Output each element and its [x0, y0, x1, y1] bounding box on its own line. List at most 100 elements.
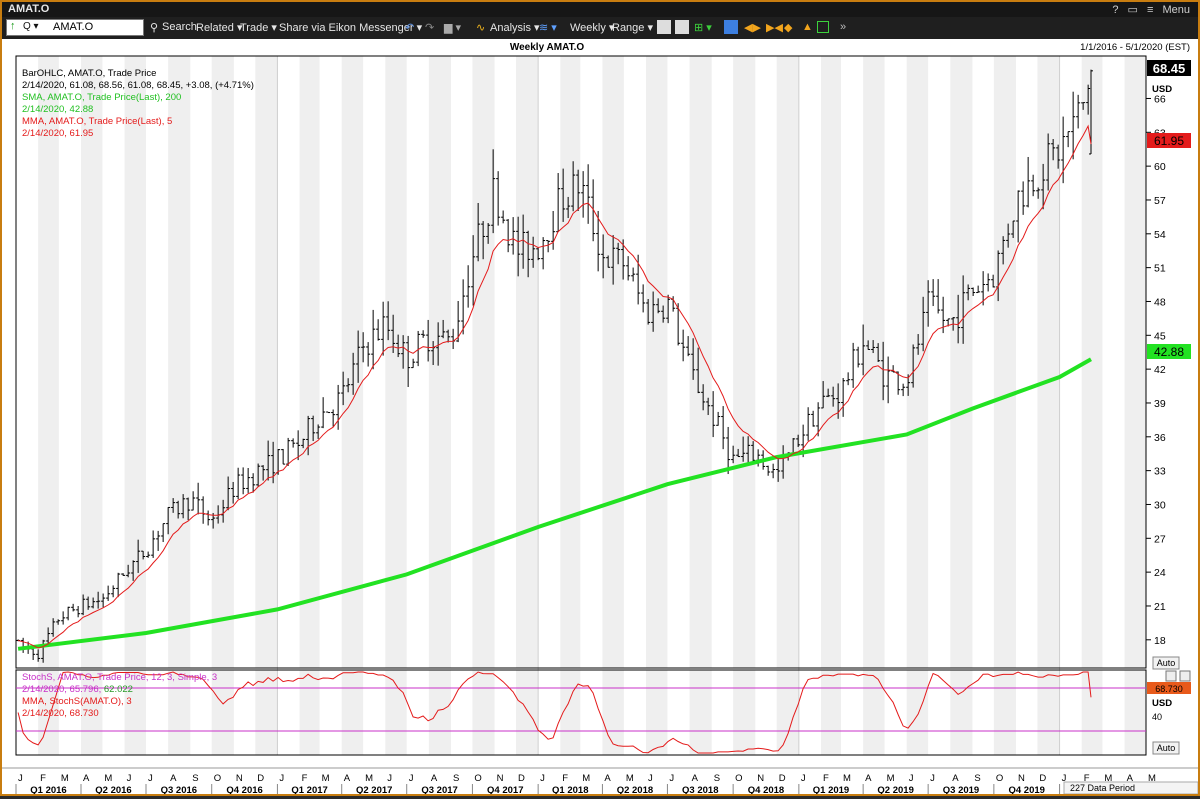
ohlc-bar	[691, 338, 696, 380]
menu-label[interactable]: Menu	[1162, 4, 1190, 16]
share-button[interactable]: Share via Eikon Messenger ▾	[279, 22, 423, 34]
ohlc-bar	[241, 467, 246, 495]
analysis-button[interactable]: Analysis ▾	[490, 22, 540, 34]
price-tick-label: 39	[1154, 398, 1166, 410]
search-icon[interactable]: ⚲	[150, 22, 159, 34]
undo-icon[interactable]: ↶	[405, 22, 415, 34]
scroll-left-icon[interactable]: ◀▶	[744, 22, 761, 34]
ohlc-bar	[621, 239, 626, 280]
month-band	[1081, 56, 1103, 668]
analysis-icon[interactable]: ∿	[476, 22, 486, 34]
line-chart-icon[interactable]	[657, 20, 671, 34]
ohlc-bar	[306, 415, 311, 456]
zoom-in-icon[interactable]: ▶◀	[766, 22, 783, 34]
month-label: M	[887, 773, 895, 784]
ohlc-bar	[111, 585, 116, 598]
menu-icon[interactable]: ≡	[1146, 4, 1154, 16]
month-band	[428, 56, 451, 668]
ohlc-bar	[501, 210, 506, 224]
month-label: J	[18, 773, 23, 784]
month-band-lower	[428, 670, 451, 755]
folder-icon[interactable]: ▆ ▾	[444, 22, 462, 34]
quarter-label: Q1 2019	[813, 785, 849, 794]
stoch-maximize-icon[interactable]	[1179, 670, 1191, 682]
ohlc-bar	[151, 530, 156, 558]
ohlc-bar	[381, 301, 386, 356]
month-band-lower	[81, 670, 103, 755]
month-band	[516, 56, 539, 668]
price-auto-label[interactable]: Auto	[1157, 658, 1176, 668]
month-band-lower	[602, 670, 624, 755]
month-label: J	[930, 773, 935, 784]
ohlc-bar	[531, 236, 536, 268]
more-icon[interactable]: »	[840, 21, 847, 33]
month-label: M	[104, 773, 112, 784]
interval-select[interactable]: Weekly ▾	[570, 22, 615, 34]
select-icon[interactable]	[817, 21, 829, 33]
month-label: S	[192, 773, 198, 784]
related-button[interactable]: Related ▾	[196, 22, 243, 34]
stoch-auto-button[interactable]	[1152, 741, 1180, 755]
ohlc-bar	[516, 216, 521, 277]
ric-value[interactable]: AMAT.O	[53, 21, 94, 33]
ohlc-bar	[661, 305, 666, 323]
stoch-legend-values-a: 2/14/2020, 65.796,	[22, 684, 101, 695]
month-band-lower	[38, 670, 59, 755]
minimize-icon[interactable]: ▭	[1127, 4, 1138, 16]
ohlc-bar	[171, 498, 176, 513]
month-band	[299, 56, 320, 668]
range-select[interactable]: Range ▾	[612, 22, 653, 34]
ohlc-bar	[626, 256, 631, 281]
ohlc-bar	[536, 247, 541, 261]
ohlc-bar	[896, 371, 901, 395]
ohlc-bar	[146, 551, 151, 558]
q-dropdown-icon[interactable]: Q ▾	[23, 21, 39, 32]
stoch-close-icon[interactable]	[1165, 670, 1177, 682]
ohlc-bar	[526, 230, 531, 278]
price-auto-button[interactable]	[1152, 656, 1180, 670]
ohlc-bar	[361, 332, 366, 363]
ohlc-bar	[841, 378, 846, 417]
ohlc-bar-last	[1089, 69, 1093, 155]
month-band-lower	[950, 670, 973, 755]
ohlc-bar	[226, 476, 231, 511]
legend-ohlc-title: BarOHLC, AMAT.O, Trade Price	[22, 68, 156, 79]
ohlc-bar	[1036, 187, 1041, 199]
ohlc-bar	[541, 237, 546, 270]
expand-vertical-icon[interactable]: ◆	[784, 22, 793, 34]
ohlc-bar	[76, 605, 81, 618]
ohlc-bar	[231, 481, 236, 504]
quarter-label: Q2 2017	[356, 785, 392, 794]
search-button[interactable]: Search	[162, 21, 197, 33]
chart-type-icon[interactable]	[675, 20, 689, 34]
redo-icon[interactable]: ↷	[425, 22, 435, 34]
month-label: J	[669, 773, 674, 784]
legend-ohlc-values: 2/14/2020, 61.08, 68.56, 61.08, 68.45, +…	[22, 80, 254, 91]
month-label: N	[497, 773, 504, 784]
collapse-vertical-icon[interactable]: ▲	[802, 21, 813, 33]
ric-input[interactable]: ↑ Q ▾ AMAT.O	[6, 19, 144, 36]
studies-icon[interactable]: ≋ ▾	[539, 22, 557, 34]
ohlc-bar	[186, 497, 191, 521]
help-icon[interactable]: ?	[1112, 4, 1119, 16]
interval-label: Weekly	[570, 22, 606, 34]
ohlc-bar	[971, 287, 976, 296]
ohlc-bar	[936, 279, 941, 314]
ohlc-bar	[176, 500, 181, 519]
ohlc-bar	[911, 344, 916, 388]
legend-mma-value: 2/14/2020, 61.95	[22, 128, 93, 139]
month-label: M	[322, 773, 330, 784]
stoch-auto-label[interactable]: Auto	[1157, 743, 1176, 753]
ohlc-bar	[91, 597, 96, 609]
chart-svg[interactable]: Weekly AMAT.O 1/1/2016 - 5/1/2020 (EST) …	[2, 39, 1199, 796]
ohlc-bar	[331, 409, 336, 427]
window-icon[interactable]	[724, 20, 738, 34]
crosshair-icon[interactable]: ⊞ ▾	[694, 22, 712, 34]
month-band	[560, 56, 581, 668]
ohlc-bar	[461, 279, 466, 335]
month-band	[385, 56, 407, 668]
ohlc-bar	[916, 334, 921, 355]
trade-button[interactable]: Trade ▾	[240, 22, 277, 34]
price-tick-label: 48	[1154, 296, 1166, 308]
ohlc-bar	[496, 171, 501, 226]
